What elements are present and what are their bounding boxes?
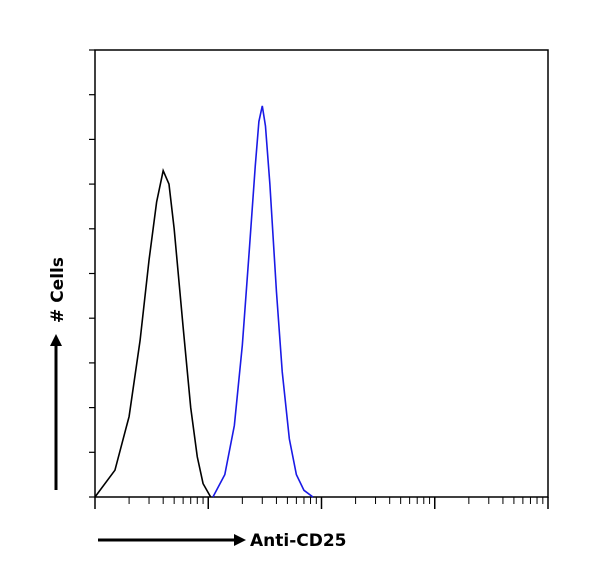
plot-frame bbox=[94, 49, 549, 498]
histogram-line bbox=[94, 168, 212, 498]
y-axis-label: # Cells bbox=[48, 257, 68, 323]
x-axis-label: Anti-CD25 bbox=[250, 531, 347, 551]
y-arrow-head bbox=[50, 334, 62, 346]
x-arrow-head bbox=[234, 534, 246, 546]
histogram-line bbox=[212, 105, 314, 498]
